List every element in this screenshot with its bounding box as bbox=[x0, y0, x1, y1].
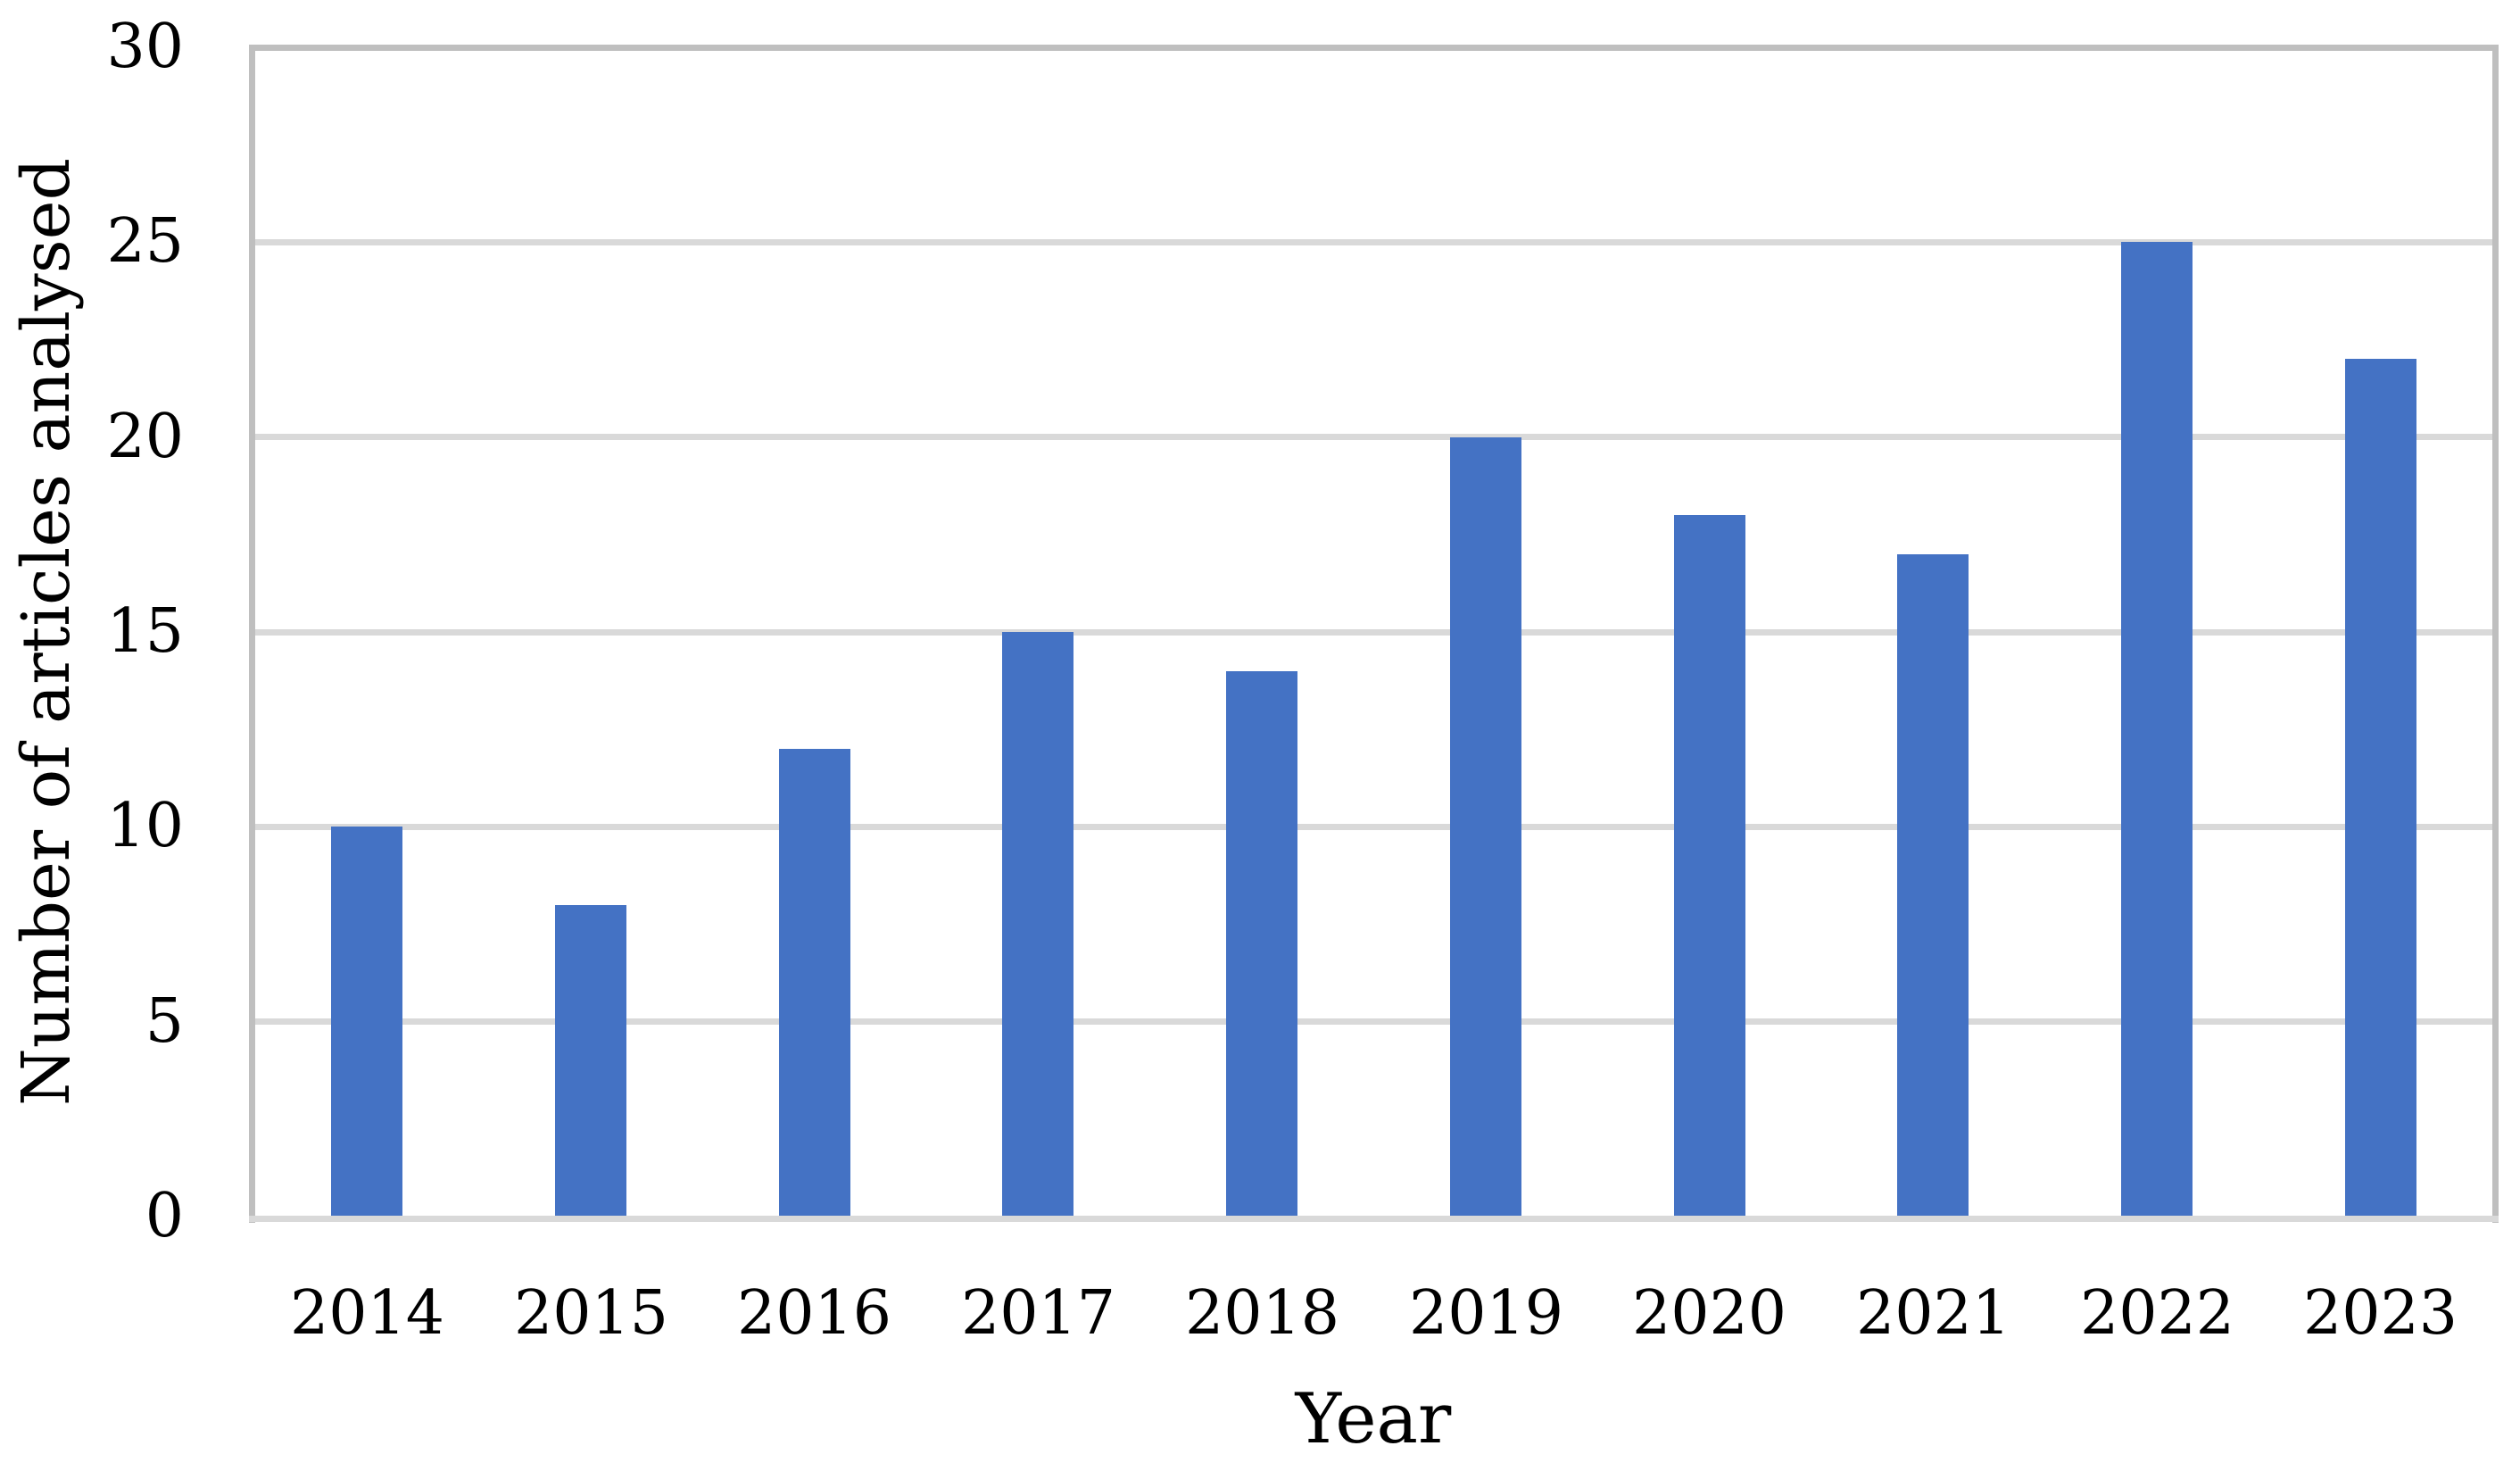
y-tick-label-20: 20 bbox=[106, 402, 184, 472]
bar-2018 bbox=[1226, 671, 1297, 1216]
gridline-y-5 bbox=[255, 1018, 2492, 1025]
bar-2022 bbox=[2121, 242, 2193, 1216]
plot-border-left bbox=[249, 45, 255, 1223]
bar-2019 bbox=[1450, 437, 1521, 1216]
x-tick-label-2021: 2021 bbox=[1855, 1278, 2011, 1349]
bar-2023 bbox=[2345, 359, 2416, 1216]
y-tick-label-0: 0 bbox=[145, 1181, 184, 1251]
x-tick-label-2017: 2017 bbox=[960, 1278, 1116, 1349]
x-tick-label-2019: 2019 bbox=[1408, 1278, 1564, 1349]
y-tick-label-25: 25 bbox=[106, 206, 184, 277]
y-tick-label-30: 30 bbox=[106, 12, 184, 82]
gridline-y-10 bbox=[255, 824, 2492, 830]
plot-border-top bbox=[249, 45, 2499, 51]
bar-2015 bbox=[555, 905, 626, 1216]
y-tick-label-15: 15 bbox=[106, 596, 184, 667]
y-tick-label-5: 5 bbox=[145, 986, 184, 1057]
x-tick-label-2018: 2018 bbox=[1184, 1278, 1340, 1349]
y-tick-label-10: 10 bbox=[106, 791, 184, 861]
x-axis-line bbox=[249, 1216, 2499, 1222]
gridline-y-15 bbox=[255, 629, 2492, 636]
x-tick-label-2016: 2016 bbox=[736, 1278, 892, 1349]
x-tick-label-2022: 2022 bbox=[2079, 1278, 2235, 1349]
x-tick-label-2020: 2020 bbox=[1631, 1278, 1787, 1349]
bar-2020 bbox=[1674, 515, 1745, 1216]
bar-2016 bbox=[779, 749, 850, 1216]
gridline-y-25 bbox=[255, 239, 2492, 245]
x-tick-label-2014: 2014 bbox=[289, 1278, 445, 1349]
bar-2021 bbox=[1897, 554, 1969, 1216]
gridline-y-20 bbox=[255, 434, 2492, 440]
x-tick-label-2015: 2015 bbox=[513, 1278, 669, 1349]
x-tick-label-2023: 2023 bbox=[2302, 1278, 2458, 1349]
x-axis-title: Year bbox=[1295, 1379, 1452, 1459]
bar-2017 bbox=[1002, 632, 1073, 1216]
bar-2014 bbox=[331, 827, 402, 1216]
plot-border-right bbox=[2492, 45, 2499, 1223]
